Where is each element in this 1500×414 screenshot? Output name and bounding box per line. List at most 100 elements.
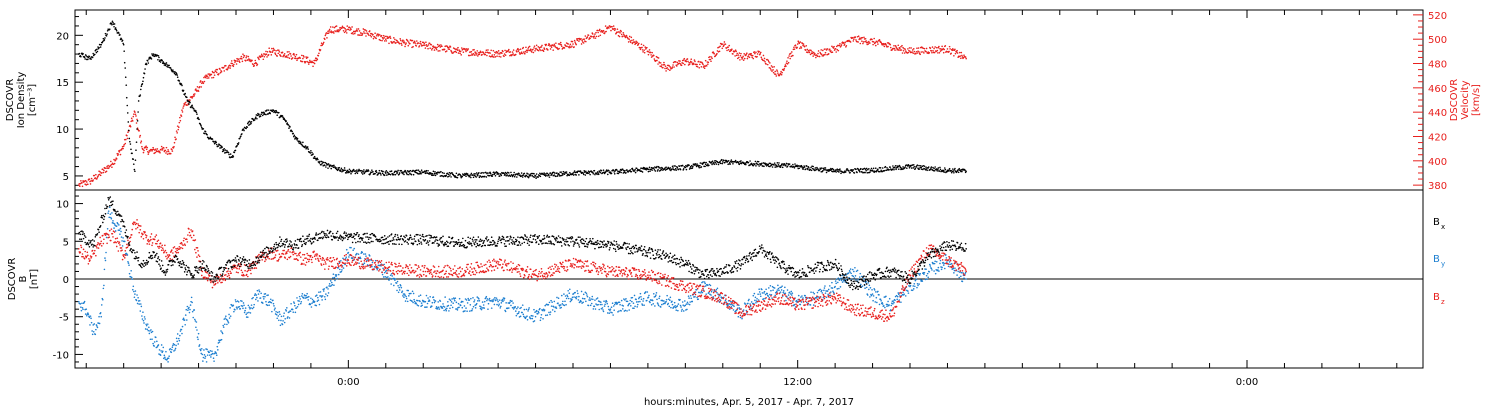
trace-dot-ion-density [374,173,376,175]
trace-dot-ion-density [363,169,365,171]
trace-dot-velocity [571,45,573,47]
trace-dot-velocity [913,51,915,53]
trace-dot-velocity [817,53,819,55]
trace-dot-velocity [168,151,170,153]
trace-dot-velocity [711,58,713,60]
trace-dot-by [505,311,507,313]
trace-dot-by [520,307,522,309]
trace-dot-velocity [665,65,667,67]
trace-dot-ion-density [434,171,436,173]
trace-dot-ion-density [123,50,125,52]
trace-dot-by [777,285,779,287]
trace-dot-by [230,315,232,317]
trace-dot-by [467,302,469,304]
trace-dot-by [236,306,238,308]
trace-dot-velocity [580,38,582,40]
trace-dot-by [834,287,836,289]
trace-dot-velocity [658,57,660,59]
trace-dot-velocity [666,67,668,69]
trace-dot-by [327,288,329,290]
trace-dot-ion-density [126,105,128,107]
trace-dot-velocity [909,47,911,49]
trace-dot-ion-density [434,173,436,175]
trace-dot-ion-density [140,89,142,91]
trace-dot-by [514,306,516,308]
trace-dot-ion-density [421,169,423,171]
trace-dot-by [228,322,230,324]
trace-dot-by [527,319,529,321]
trace-dot-velocity [764,61,766,63]
trace-dot-velocity [588,34,590,36]
trace-dot-by [82,307,84,309]
trace-dot-by [286,307,288,309]
trace-dot-velocity [785,65,787,67]
trace-dot-by [823,290,825,292]
trace-dot-ion-density [909,167,911,169]
trace-dot-velocity [230,65,232,67]
trace-dot-ion-density [92,57,94,59]
trace-dot-by [840,286,842,288]
trace-dot-velocity [490,49,492,51]
trace-dot-by [324,296,326,298]
trace-dot-by [838,288,840,290]
trace-dot-by [859,273,861,275]
trace-dot-by [282,324,284,326]
trace-dot-ion-density [778,164,780,166]
trace-dot-by [601,304,603,306]
trace-dot-velocity [176,130,178,132]
trace-dot-ion-density [738,162,740,164]
trace-dot-velocity [755,51,757,53]
trace-dot-velocity [141,140,143,142]
trace-dot-velocity [916,47,918,49]
trace-dot-by [603,311,605,313]
trace-dot-velocity [938,46,940,48]
trace-dot-by [128,264,130,266]
trace-dot-by [748,299,750,301]
trace-dot-by [431,305,433,307]
trace-dot-by [340,260,342,262]
trace-dot-velocity [702,64,704,66]
trace-dot-ion-density [436,173,438,175]
trace-dot-ion-density [357,173,359,175]
trace-dot-ion-density [372,171,374,173]
trace-dot-by [602,309,604,311]
trace-dot-by [128,262,130,264]
trace-dot-by [242,305,244,307]
trace-dot-by [141,315,143,317]
trace-dot-velocity [918,51,920,53]
trace-dot-velocity [628,41,630,43]
trace-dot-by [854,267,856,269]
trace-dot-velocity [223,67,225,69]
trace-dot-velocity [140,142,142,144]
trace-dot-velocity [389,36,391,38]
trace-dot-ion-density [731,159,733,161]
trace-dot-velocity [880,42,882,44]
trace-dot-velocity [664,68,666,70]
trace-dot-velocity [450,46,452,48]
trace-dot-by [661,304,663,306]
trace-dot-velocity [381,40,383,42]
trace-dot-velocity [775,75,777,77]
trace-dot-by [216,354,218,356]
trace-dot-velocity [544,48,546,50]
trace-dot-velocity [758,51,760,53]
trace-dot-by [569,288,571,290]
trace-dot-by [82,308,84,310]
trace-dot-ion-density [894,167,896,169]
trace-dot-ion-density [711,164,713,166]
trace-dot-velocity [933,48,935,50]
trace-dot-by [294,305,296,307]
trace-dot-by [649,302,651,304]
trace-dot-velocity [798,43,800,45]
trace-dot-by [259,291,261,293]
trace-dot-velocity [171,149,173,151]
trace-dot-ion-density [755,165,757,167]
trace-dot-by [97,327,99,329]
trace-dot-by [828,289,830,291]
trace-dot-by [172,346,174,348]
trace-dot-by [751,301,753,303]
trace-dot-ion-density [510,172,512,174]
trace-dot-by [91,322,93,324]
trace-dot-ion-density [90,58,92,60]
trace-dot-velocity [496,55,498,57]
